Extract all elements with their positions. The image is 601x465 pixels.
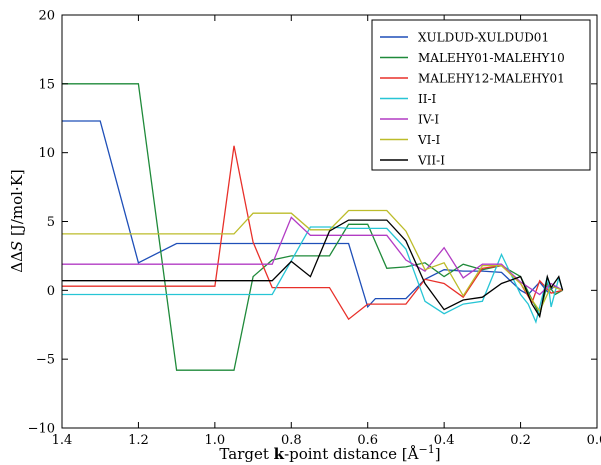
x-tick-label: 1.0 bbox=[205, 433, 226, 448]
legend-label: VII-I bbox=[417, 154, 445, 168]
y-tick-label: −5 bbox=[36, 353, 55, 368]
y-tick-label: 20 bbox=[38, 9, 55, 24]
legend-label: MALEHY12-MALEHY01 bbox=[418, 72, 565, 86]
legend-label: II-I bbox=[418, 92, 437, 106]
y-tick-label: −10 bbox=[28, 422, 55, 437]
series-line-5 bbox=[62, 209, 563, 313]
y-tick-label: 0 bbox=[47, 284, 55, 299]
y-tick-label: 10 bbox=[38, 146, 55, 161]
series-line-6 bbox=[62, 219, 564, 319]
plot-lines bbox=[62, 83, 564, 371]
x-axis-label: Target k-point distance [Å−1] bbox=[219, 443, 440, 463]
legend-label: XULDUD-XULDUD01 bbox=[418, 31, 549, 45]
y-tick-label: 15 bbox=[38, 77, 55, 92]
legend-box bbox=[371, 19, 591, 171]
series-line-0 bbox=[62, 120, 563, 309]
legend-label: MALEHY01-MALEHY10 bbox=[418, 51, 565, 65]
series-line-4 bbox=[62, 216, 563, 296]
series-line-3 bbox=[62, 226, 564, 325]
y-axis-label: ΔΔS [J/mol·K] bbox=[8, 169, 26, 273]
x-tick-label: 0.4 bbox=[434, 433, 455, 448]
y-tick-label: 5 bbox=[47, 215, 55, 230]
x-tick-label: 1.4 bbox=[52, 433, 73, 448]
legend: XULDUD-XULDUD01 MALEHY01-MALEHY10 MALEHY12… bbox=[371, 19, 591, 171]
series-line-1 bbox=[62, 83, 563, 371]
x-tick-label: 0.8 bbox=[281, 433, 302, 448]
legend-label: VI-I bbox=[417, 133, 440, 147]
legend-label: IV-I bbox=[418, 113, 439, 127]
x-tick-label: 1.2 bbox=[128, 433, 149, 448]
ticks bbox=[61, 14, 598, 429]
x-tick-label: 0.6 bbox=[357, 433, 378, 448]
tick-labels: 1.4 1.2 1.0 0.8 0.6 0.4 0.2 0.0 −10 −5 0 5 10 15 20 bbox=[28, 9, 601, 449]
x-tick-label: 0.0 bbox=[587, 433, 601, 448]
x-tick-label: 0.2 bbox=[510, 433, 531, 448]
